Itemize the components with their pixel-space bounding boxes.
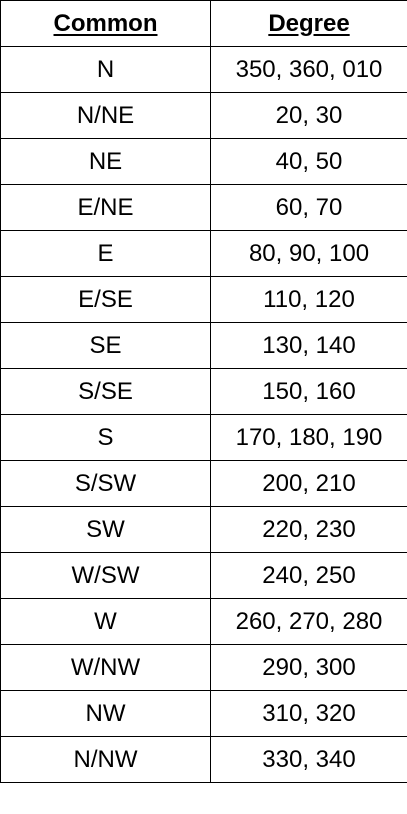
common-cell: W/NW [0, 644, 211, 691]
degree-cell: 200, 210 [210, 460, 407, 507]
common-cell: S [0, 414, 211, 461]
common-cell: S/SW [0, 460, 211, 507]
table-row: S 170, 180, 190 [0, 414, 407, 461]
common-cell: N [0, 46, 211, 93]
degree-cell: 130, 140 [210, 322, 407, 369]
common-cell: W/SW [0, 552, 211, 599]
header-degree: Degree [210, 0, 407, 47]
degree-cell: 260, 270, 280 [210, 598, 407, 645]
table-row: NW 310, 320 [0, 690, 407, 737]
degree-cell: 20, 30 [210, 92, 407, 139]
degree-cell: 40, 50 [210, 138, 407, 185]
degree-cell: 150, 160 [210, 368, 407, 415]
common-cell: NW [0, 690, 211, 737]
common-cell: E/NE [0, 184, 211, 231]
header-row: Common Degree [0, 0, 407, 47]
header-common: Common [0, 0, 211, 47]
degree-cell: 290, 300 [210, 644, 407, 691]
common-cell: N/NW [0, 736, 211, 783]
table-row: W/NW 290, 300 [0, 644, 407, 691]
degree-cell: 110, 120 [210, 276, 407, 323]
common-cell: N/NE [0, 92, 211, 139]
table-row: SE 130, 140 [0, 322, 407, 369]
table-row: NE 40, 50 [0, 138, 407, 185]
table-row: E/NE 60, 70 [0, 184, 407, 231]
degree-cell: 60, 70 [210, 184, 407, 231]
table-row: N/NW 330, 340 [0, 736, 407, 783]
table-row: E/SE 110, 120 [0, 276, 407, 323]
degree-cell: 220, 230 [210, 506, 407, 553]
common-cell: SE [0, 322, 211, 369]
table-row: E 80, 90, 100 [0, 230, 407, 277]
common-cell: W [0, 598, 211, 645]
degree-cell: 170, 180, 190 [210, 414, 407, 461]
table-row: N 350, 360, 010 [0, 46, 407, 93]
table-row: S/SW 200, 210 [0, 460, 407, 507]
degree-cell: 310, 320 [210, 690, 407, 737]
common-cell: E/SE [0, 276, 211, 323]
common-cell: S/SE [0, 368, 211, 415]
compass-direction-table: Common Degree N 350, 360, 010 N/NE 20, 3… [0, 0, 407, 783]
common-cell: SW [0, 506, 211, 553]
table-row: W 260, 270, 280 [0, 598, 407, 645]
table-row: SW 220, 230 [0, 506, 407, 553]
table-row: S/SE 150, 160 [0, 368, 407, 415]
degree-cell: 330, 340 [210, 736, 407, 783]
degree-cell: 350, 360, 010 [210, 46, 407, 93]
table-row: N/NE 20, 30 [0, 92, 407, 139]
degree-cell: 240, 250 [210, 552, 407, 599]
degree-cell: 80, 90, 100 [210, 230, 407, 277]
table-row: W/SW 240, 250 [0, 552, 407, 599]
common-cell: E [0, 230, 211, 277]
common-cell: NE [0, 138, 211, 185]
